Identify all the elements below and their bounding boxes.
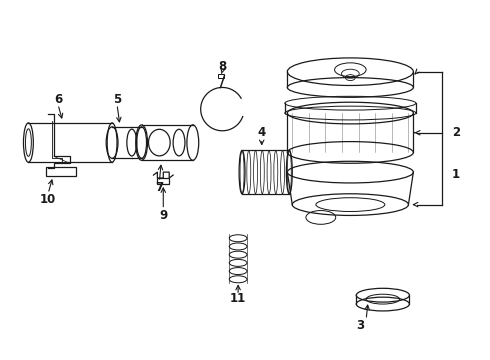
Text: 2: 2 [452,126,460,139]
Text: 7: 7 [155,181,163,194]
Text: 4: 4 [258,126,266,139]
Text: 3: 3 [356,319,364,332]
Text: 9: 9 [159,209,168,222]
Text: 5: 5 [113,93,121,106]
Text: 11: 11 [230,292,246,305]
Bar [46,167,75,176]
Text: 6: 6 [54,93,62,106]
Bar [157,178,169,184]
Text: 1: 1 [452,168,460,181]
Text: 10: 10 [40,193,56,206]
Bar [218,74,224,78]
Text: 8: 8 [218,60,226,73]
